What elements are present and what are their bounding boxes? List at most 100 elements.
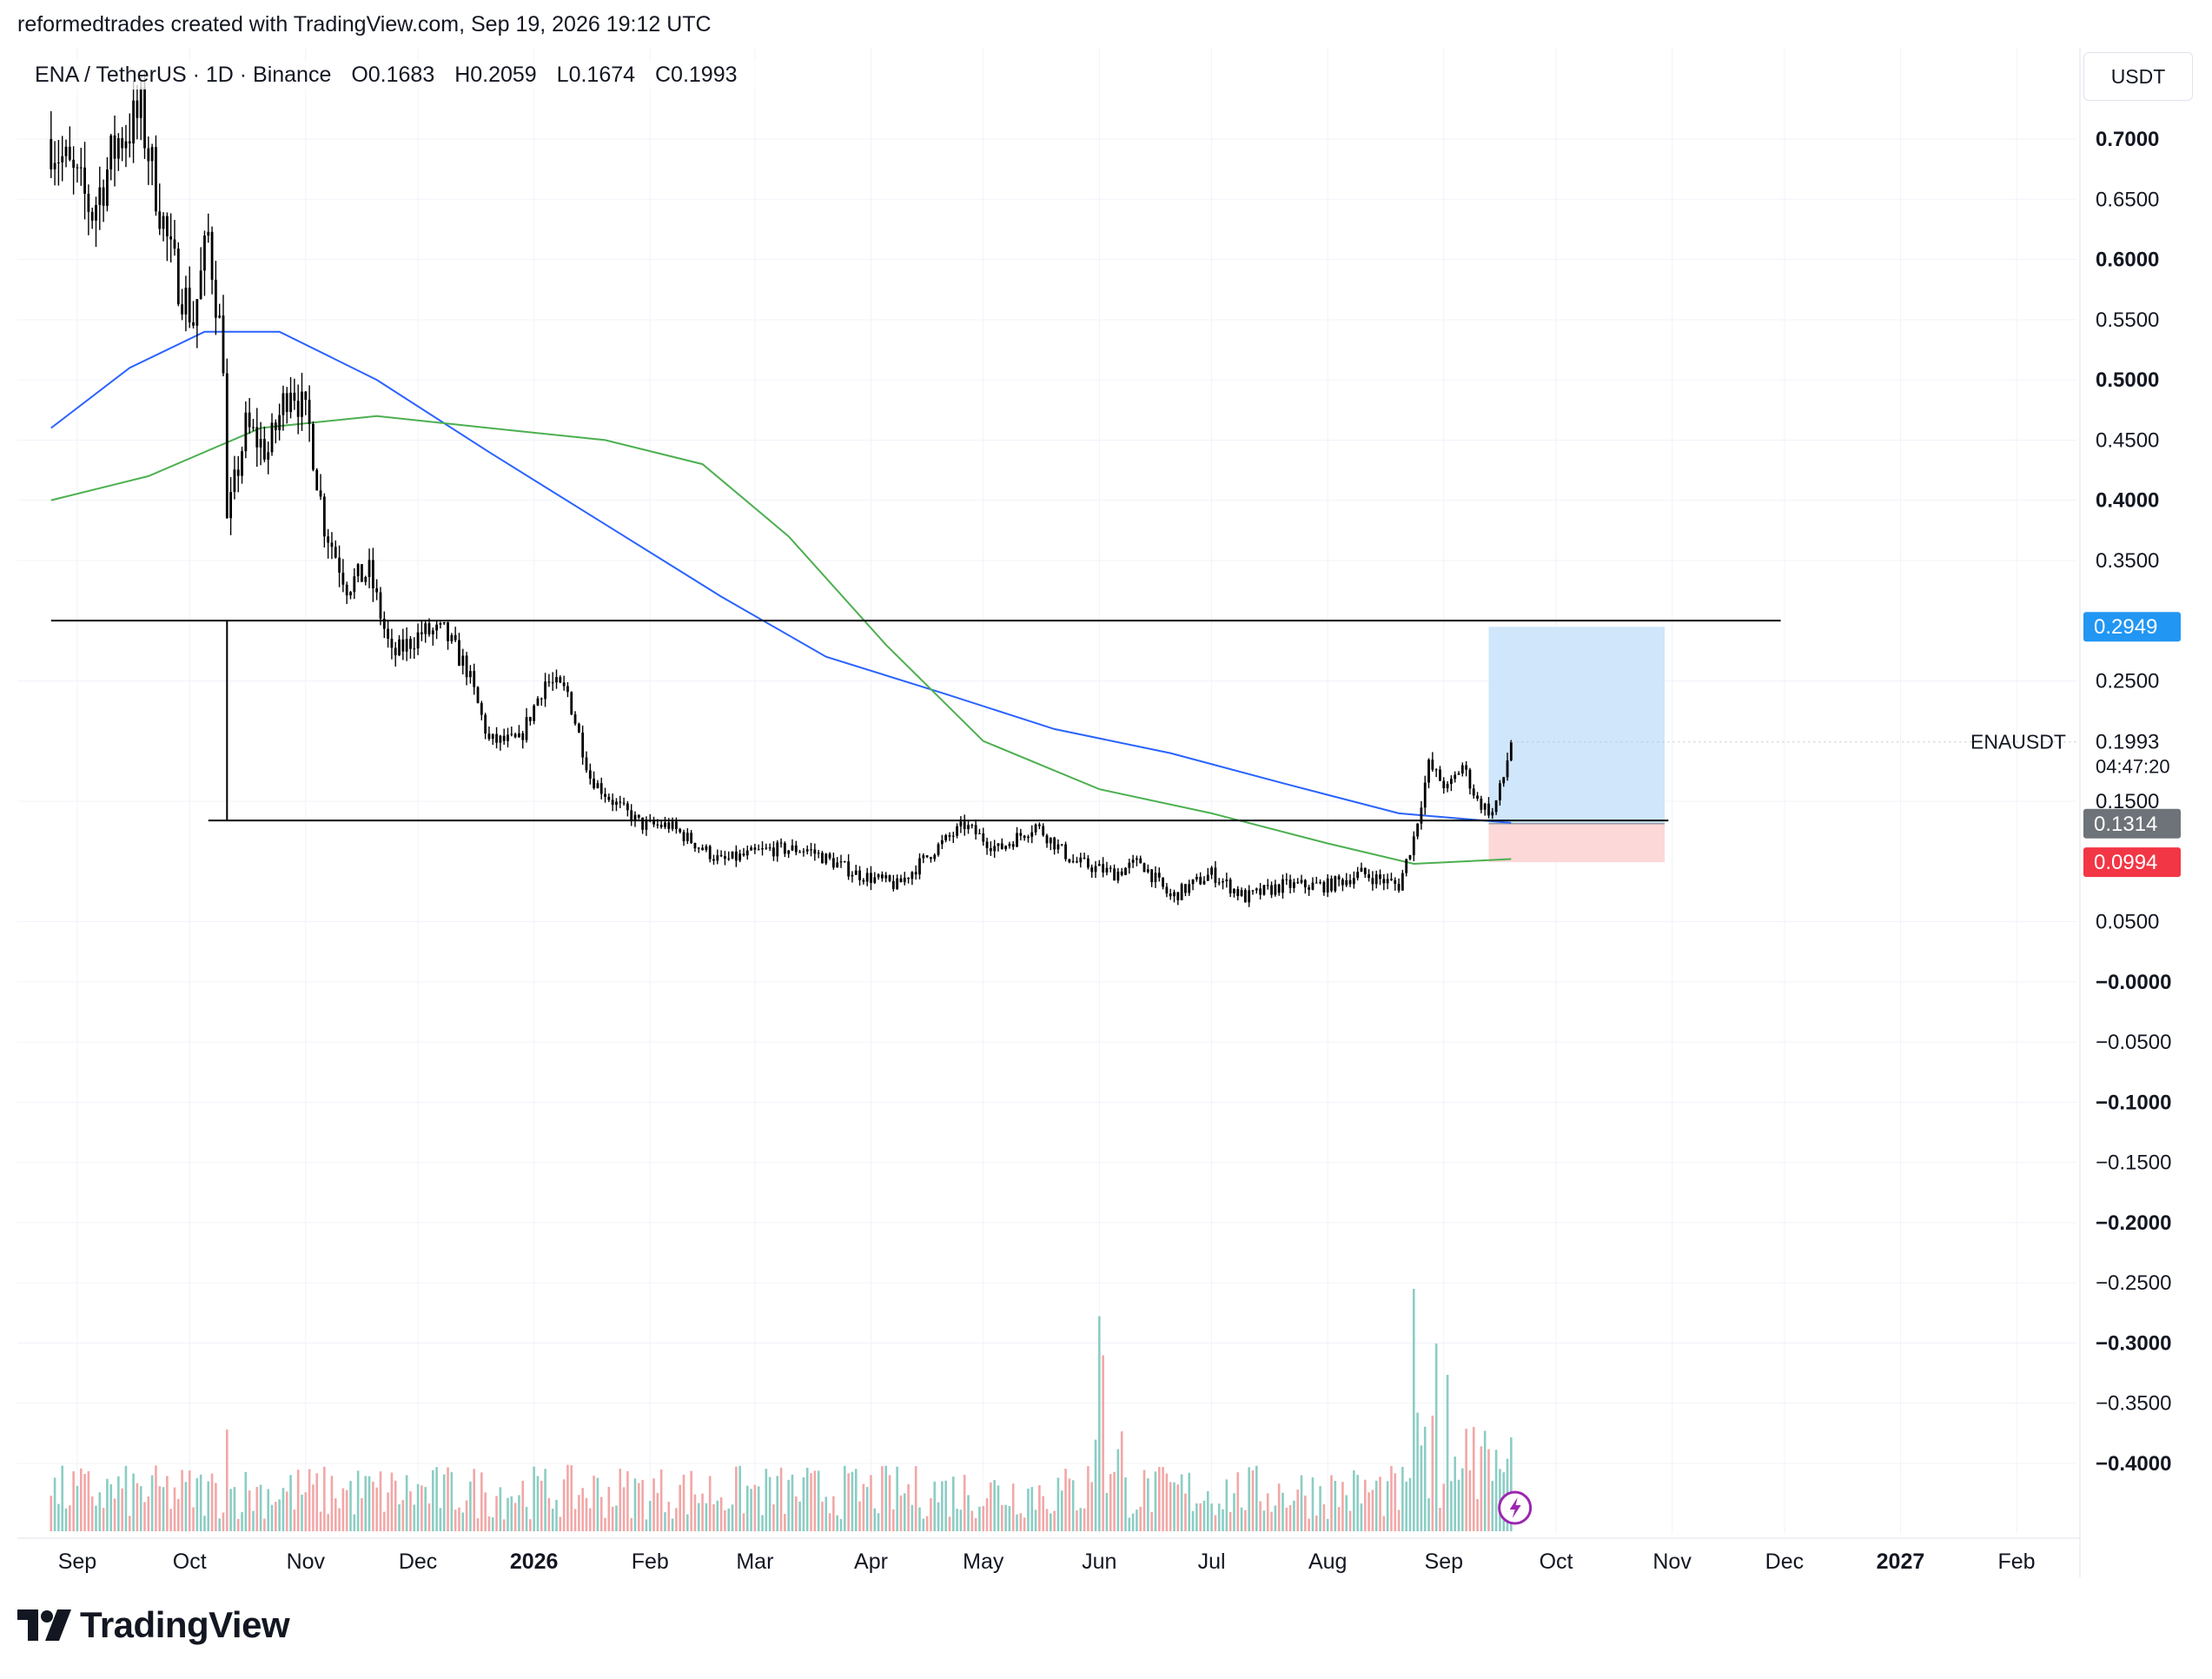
alert-lightning-icon[interactable] — [1498, 1490, 1533, 1525]
candle — [1154, 866, 1157, 888]
currency-button[interactable]: USDT — [2083, 52, 2193, 101]
candle — [817, 849, 820, 859]
volume-bar — [697, 1503, 700, 1531]
candle — [1379, 869, 1381, 886]
candle-body — [1311, 882, 1315, 890]
candle-body — [821, 853, 824, 864]
candle — [401, 628, 405, 660]
position-stop-zone[interactable] — [1488, 823, 1665, 863]
candle — [341, 559, 345, 593]
candle-body — [484, 714, 487, 734]
candle — [993, 840, 997, 858]
candle — [1487, 797, 1490, 819]
candle — [229, 477, 233, 535]
candle — [682, 829, 685, 846]
candle-body — [1180, 884, 1183, 900]
volume-bar — [761, 1515, 764, 1531]
candle-body — [1131, 859, 1135, 863]
candle — [1060, 843, 1063, 846]
candle-body — [1348, 879, 1352, 885]
ohlc-high: H0.2059 — [454, 63, 537, 87]
candle-body — [633, 814, 637, 821]
tradingview-logo[interactable]: TradingView — [17, 1604, 290, 1646]
candle — [836, 857, 839, 868]
candle-body — [409, 639, 412, 649]
volume-bar — [956, 1509, 958, 1531]
candle — [270, 413, 274, 456]
candle — [930, 856, 932, 863]
volume-bar — [1071, 1480, 1075, 1531]
volume-bar — [930, 1497, 932, 1531]
candle — [562, 675, 566, 691]
candle — [630, 804, 633, 826]
volume-bar — [810, 1473, 812, 1531]
volume-bar — [1468, 1470, 1472, 1531]
candle — [1374, 870, 1378, 889]
candle — [480, 700, 483, 720]
candle-body — [559, 677, 562, 683]
candle — [742, 847, 745, 857]
candle-body — [382, 618, 386, 629]
candle — [1454, 771, 1457, 783]
candle-body — [1236, 888, 1240, 896]
volume-bar — [1090, 1482, 1094, 1531]
candle — [1037, 822, 1041, 830]
volume-bar — [985, 1498, 989, 1531]
candle — [907, 877, 910, 884]
volume-bar — [1274, 1505, 1277, 1531]
volume-bar — [1147, 1478, 1149, 1531]
candle — [918, 853, 921, 879]
volume-bar — [263, 1518, 266, 1531]
volume-bar — [139, 1486, 142, 1531]
candle — [1491, 807, 1494, 820]
candle-body — [1027, 836, 1030, 839]
volume-bar — [1042, 1496, 1044, 1531]
candle-body — [289, 392, 292, 413]
volume-bar — [686, 1514, 689, 1531]
candle-body — [1097, 864, 1101, 866]
candle — [199, 247, 202, 300]
candle-body — [341, 572, 345, 585]
candle — [1120, 867, 1123, 877]
candle — [1128, 859, 1131, 874]
candle-body — [1439, 769, 1441, 781]
candle — [1248, 885, 1251, 907]
candle — [345, 581, 348, 604]
volume-bar — [682, 1474, 685, 1531]
candle — [1191, 879, 1195, 891]
x-tick-label: Feb — [632, 1550, 669, 1574]
candle-body — [1037, 824, 1041, 826]
volume-bar — [1154, 1471, 1157, 1531]
candle — [1468, 767, 1472, 795]
position-target-zone[interactable] — [1488, 627, 1665, 824]
drawn-lines[interactable] — [50, 620, 1781, 822]
volume-bar — [1027, 1488, 1030, 1531]
candle — [195, 299, 199, 348]
candle-body — [1282, 879, 1284, 893]
volume-bar — [113, 1498, 116, 1531]
candle-body — [259, 439, 262, 448]
candle-body — [1053, 837, 1056, 850]
candle — [1348, 873, 1352, 887]
symbol-legend[interactable]: ENA / TetherUS · 1D · Binance O0.1683 H0… — [30, 61, 757, 90]
candle-body — [1420, 807, 1423, 824]
candle-body — [731, 851, 734, 859]
candle — [1386, 873, 1389, 890]
volume-bar — [469, 1481, 472, 1531]
volume-bar — [619, 1469, 622, 1531]
candle — [162, 212, 165, 242]
candle — [873, 872, 877, 885]
candle — [255, 408, 259, 468]
volume-bar — [1394, 1473, 1397, 1531]
volume-bar — [881, 1466, 884, 1531]
candle-body — [1255, 888, 1258, 891]
candle — [1368, 869, 1370, 882]
candle-body — [447, 621, 449, 641]
long-position-tool[interactable] — [1488, 627, 1665, 863]
candle-body — [1427, 760, 1430, 783]
candle-body — [664, 822, 666, 827]
candle — [540, 697, 543, 707]
candle — [222, 295, 225, 376]
candle-body — [630, 810, 633, 821]
